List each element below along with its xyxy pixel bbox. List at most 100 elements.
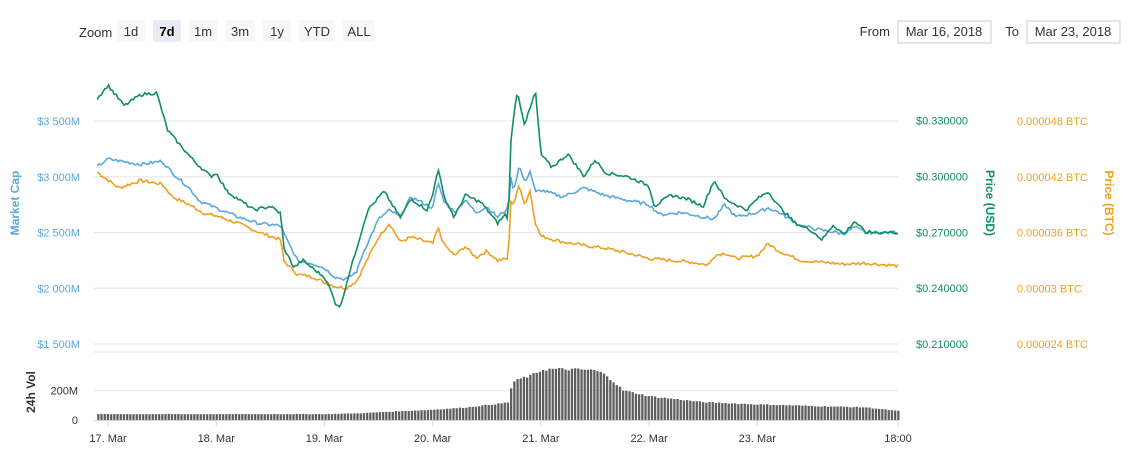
zoom-button-4[interactable]: 1y xyxy=(263,20,291,42)
volume-bar xyxy=(215,414,218,420)
volume-bar xyxy=(407,411,410,420)
zoom-button-label[interactable]: 1m xyxy=(194,24,212,39)
volume-bar xyxy=(826,406,830,420)
price-usd-tick-label: $0.270000 xyxy=(916,227,968,239)
volume-bar xyxy=(692,401,695,420)
volume-bar xyxy=(858,407,862,420)
volume-bar xyxy=(135,414,138,420)
volume-bar xyxy=(202,414,206,420)
volume-tick-label: 0 xyxy=(72,415,78,427)
volume-bar xyxy=(567,370,570,420)
zoom-button-label[interactable]: 1d xyxy=(124,24,138,39)
volume-bar xyxy=(455,408,458,420)
zoom-button-3[interactable]: 3m xyxy=(225,20,255,42)
zoom-button-0[interactable]: 1d xyxy=(117,20,145,42)
volume-bar xyxy=(650,396,654,420)
zoom-button-2[interactable]: 1m xyxy=(189,20,217,42)
volume-bar xyxy=(382,412,385,420)
volume-bar xyxy=(590,369,593,420)
price-btc-tick-label: 0.000042 BTC xyxy=(1017,172,1088,184)
volume-bar xyxy=(420,410,423,420)
volume-bar xyxy=(558,368,561,420)
volume-bar xyxy=(596,371,599,420)
volume-bar xyxy=(737,404,740,420)
volume-bar xyxy=(410,410,414,420)
volume-bar xyxy=(679,400,682,420)
volume-bar xyxy=(330,414,334,420)
volume-bar xyxy=(270,414,273,420)
volume-bar xyxy=(462,408,465,420)
from-date-input[interactable] xyxy=(897,20,992,44)
volume-bar xyxy=(759,404,762,420)
volume-bar xyxy=(711,402,714,420)
zoom-button-label[interactable]: 3m xyxy=(231,24,249,39)
zoom-button-bg[interactable] xyxy=(263,20,291,42)
volume-bar xyxy=(116,414,119,420)
volume-bar xyxy=(260,414,263,420)
volume-bar xyxy=(292,414,295,420)
volume-bar xyxy=(433,409,436,420)
volume-bar xyxy=(500,403,503,420)
volume-bar xyxy=(602,373,606,420)
zoom-button-bg[interactable] xyxy=(189,20,217,42)
volume-bar xyxy=(126,414,129,420)
volume-bar xyxy=(468,406,471,420)
zoom-button-6[interactable]: ALL xyxy=(343,20,375,42)
volume-bar xyxy=(106,414,110,420)
volume-bar xyxy=(484,404,487,420)
zoom-button-bg[interactable] xyxy=(153,20,181,42)
to-date-input[interactable] xyxy=(1026,20,1121,44)
volume-bar xyxy=(282,414,286,420)
volume-bar xyxy=(772,405,775,420)
volume-bar xyxy=(586,369,590,420)
volume-bar xyxy=(113,413,116,420)
volume-bar xyxy=(532,373,535,420)
volume-bar xyxy=(564,369,567,420)
zoom-button-1[interactable]: 7d xyxy=(153,20,181,42)
volume-bar xyxy=(801,405,804,420)
price-usd-tick-label: $0.330000 xyxy=(916,116,968,128)
volume-bar xyxy=(212,414,215,420)
price-btc-tick-label: 0.000024 BTC xyxy=(1017,339,1088,351)
volume-bar xyxy=(186,414,190,420)
volume-bar xyxy=(190,414,193,420)
volume-bar xyxy=(689,400,692,420)
volume-bar xyxy=(542,369,545,420)
zoom-button-5[interactable]: YTD xyxy=(299,20,335,42)
volume-bar xyxy=(730,403,734,420)
volume-bar xyxy=(241,414,244,420)
from-date-value[interactable]: Mar 16, 2018 xyxy=(906,24,983,39)
volume-bar xyxy=(228,413,231,420)
zoom-controls: Zoom 1d 7d 1m 3m 1y YTD ALL xyxy=(79,20,375,42)
zoom-button-bg[interactable] xyxy=(343,20,375,42)
zoom-button-label[interactable]: YTD xyxy=(304,24,330,39)
volume-bar xyxy=(417,410,420,420)
volume-bar xyxy=(183,414,186,420)
volume-bar xyxy=(794,405,798,420)
volume-bar xyxy=(823,406,826,420)
zoom-button-label[interactable]: 1y xyxy=(270,24,284,39)
volume-bar xyxy=(471,406,474,420)
volume-bar xyxy=(385,411,388,420)
series-line-price-btc xyxy=(96,171,899,291)
volume-bar xyxy=(167,413,170,420)
volume-bar xyxy=(138,414,142,420)
x-tick-label: 21. Mar xyxy=(522,433,560,445)
volume-bar xyxy=(391,411,394,420)
volume-tick-label: 200M xyxy=(50,385,78,397)
zoom-button-label[interactable]: ALL xyxy=(347,24,370,39)
zoom-button-label[interactable]: 7d xyxy=(159,24,174,39)
volume-bar xyxy=(740,403,743,420)
volume-bar xyxy=(839,406,842,420)
volume-bar xyxy=(279,414,282,420)
to-date-value[interactable]: Mar 23, 2018 xyxy=(1035,24,1112,39)
volume-bar xyxy=(622,390,625,420)
price-btc-tick-label: 0.000048 BTC xyxy=(1017,116,1088,128)
volume-bar xyxy=(100,413,103,420)
volume-bar xyxy=(177,414,180,420)
zoom-button-bg[interactable] xyxy=(225,20,255,42)
zoom-button-bg[interactable] xyxy=(117,20,145,42)
zoom-button-bg[interactable] xyxy=(299,20,335,42)
volume-bar xyxy=(807,405,810,420)
